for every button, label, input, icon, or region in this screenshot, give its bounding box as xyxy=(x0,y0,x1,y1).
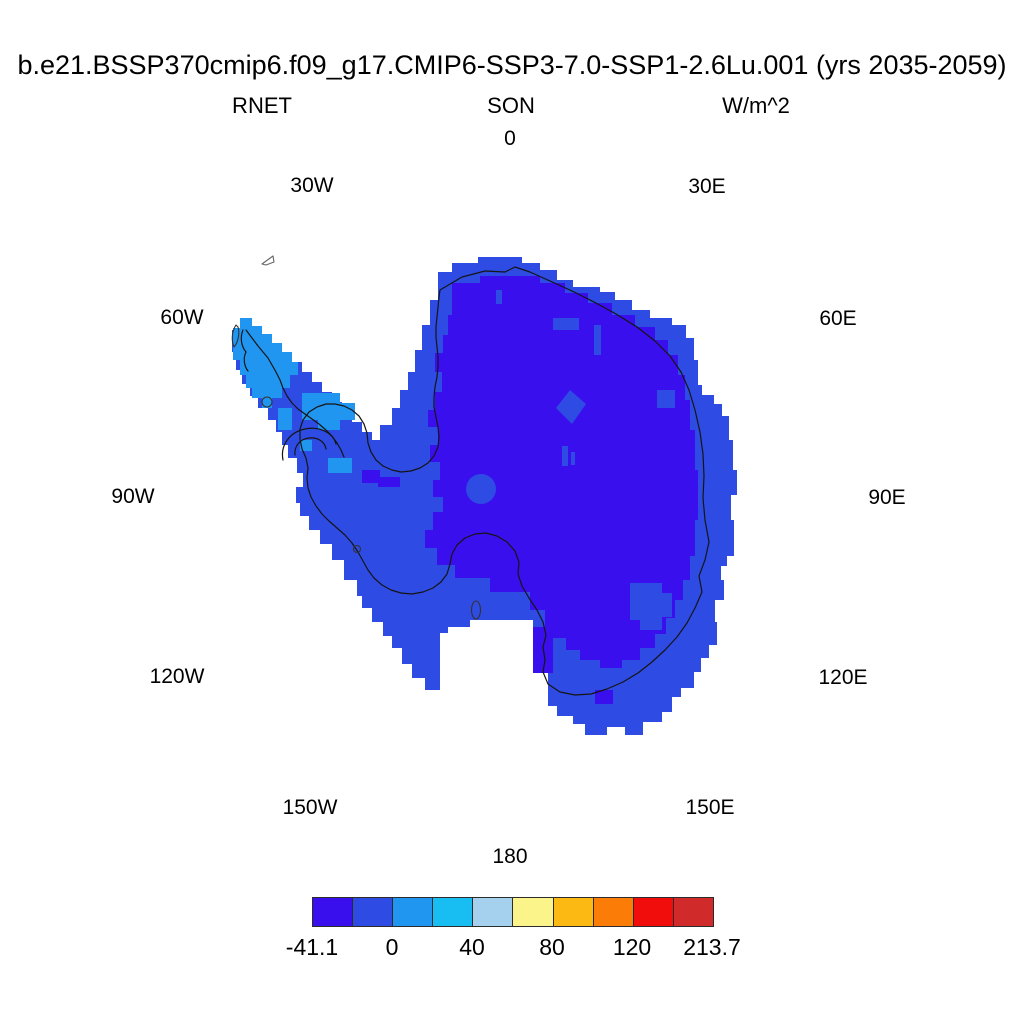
island-outline xyxy=(261,396,273,408)
colorbar-cell-6 xyxy=(553,898,594,926)
colorbar-cell-9 xyxy=(673,898,713,926)
colorbar-cell-0 xyxy=(313,898,354,926)
colorbar-cell-5 xyxy=(513,898,554,926)
colorbar-cell-8 xyxy=(633,898,674,926)
colorbar-cell-1 xyxy=(353,898,394,926)
lon-label-120W: 120W xyxy=(149,665,205,688)
lon-label-60E: 60E xyxy=(819,307,857,330)
colorbar-tick-80: 80 xyxy=(539,934,565,960)
colorbar-cell-2 xyxy=(393,898,434,926)
plot-title: b.e21.BSSP370cmip6.f09_g17.CMIP6-SSP3-7.… xyxy=(17,50,1007,80)
lon-label-30E: 30E xyxy=(688,175,726,198)
island-outline xyxy=(352,544,362,554)
lon-label-60W: 60W xyxy=(160,306,204,329)
interior-fill xyxy=(425,276,698,673)
island-outlines xyxy=(231,255,482,620)
colorbar-tick-40: 40 xyxy=(459,934,485,960)
george-vi-shelf-outline xyxy=(294,437,327,456)
lon-label-30W: 30W xyxy=(290,174,334,197)
colorbar xyxy=(312,897,714,927)
lon-label-90W: 90W xyxy=(111,485,155,508)
colorbar-cell-4 xyxy=(473,898,514,926)
coastline-paths xyxy=(240,266,710,696)
peninsula-tip-coast xyxy=(240,329,249,372)
main-coastline xyxy=(299,266,710,696)
season-label: SON xyxy=(487,93,535,118)
colorbar-tick-0: 0 xyxy=(385,934,399,960)
larsen-shelf-outline xyxy=(281,427,337,461)
colorbar-tick-120: 120 xyxy=(612,934,652,960)
lon-label-90E: 90E xyxy=(868,486,906,509)
colorbar-tick--41.1: -41.1 xyxy=(285,934,339,960)
lon-label-120E: 120E xyxy=(818,666,868,689)
ross-island-outline xyxy=(470,600,482,620)
units-label: W/m^2 xyxy=(722,93,790,118)
lon-label-0: 0 xyxy=(504,127,516,150)
interior-warm-pockets xyxy=(466,290,675,630)
variable-label: RNET xyxy=(232,93,292,118)
lon-label-150W: 150W xyxy=(282,796,338,819)
west-cold-patches xyxy=(362,470,613,704)
colorbar-cell-7 xyxy=(593,898,634,926)
south-orkney-glyph xyxy=(261,255,275,266)
lon-label-180: 180 xyxy=(492,845,528,868)
island-outline xyxy=(231,324,240,348)
lon-label-150E: 150E xyxy=(685,796,735,819)
colorbar-tick-213.7: 213.7 xyxy=(683,934,741,960)
colorbar-cell-3 xyxy=(433,898,474,926)
